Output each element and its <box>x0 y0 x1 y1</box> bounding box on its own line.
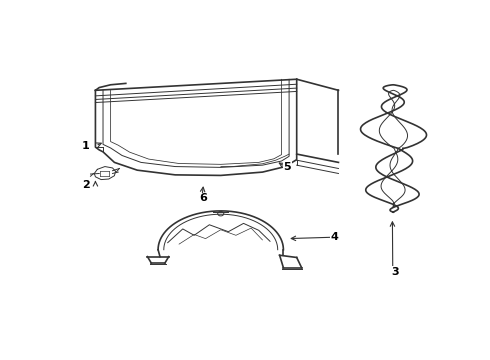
Text: 3: 3 <box>391 267 398 277</box>
Text: 4: 4 <box>331 232 339 242</box>
Text: 5: 5 <box>283 162 291 172</box>
Text: 2: 2 <box>82 180 90 190</box>
Text: 6: 6 <box>200 193 208 203</box>
Text: 1: 1 <box>82 141 90 151</box>
